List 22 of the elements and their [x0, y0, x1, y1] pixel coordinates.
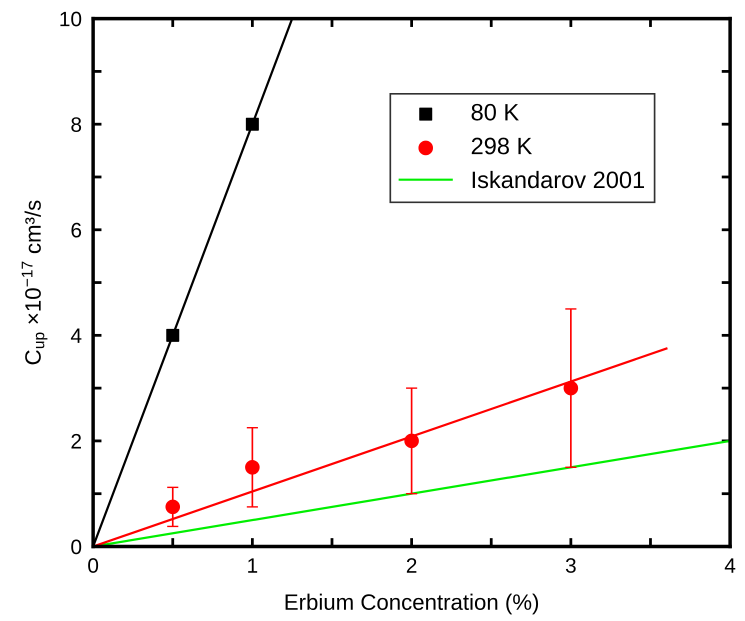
legend-label: Iskandarov 2001 — [472, 170, 644, 188]
point — [564, 380, 578, 396]
x-tick-label: 4 — [724, 558, 736, 573]
point — [246, 118, 259, 131]
y-tick-label: 4 — [70, 328, 82, 343]
point — [245, 460, 260, 475]
x-tick-label: 0 — [88, 558, 98, 573]
x-tick-label: 1 — [248, 558, 258, 573]
y-tick-label: 2 — [71, 434, 81, 448]
x-axis-title: Erbium Concentration (%) — [286, 594, 538, 614]
y-tick-label: 6 — [71, 222, 82, 238]
point — [165, 500, 180, 514]
point — [166, 328, 180, 342]
y-tick-label: 8 — [71, 117, 82, 132]
y-axis-title: C$_{up}$ ×10$^{−17}$ cm³/s — [22, 200, 48, 364]
point — [404, 434, 419, 448]
y-tick-label: 0 — [71, 539, 82, 554]
x-tick-label: 2 — [406, 558, 416, 573]
legend-label: 80 K — [472, 104, 519, 121]
y-tick-label: 10 — [60, 12, 82, 26]
x-tick-label: 3 — [566, 558, 576, 573]
legend-label: 298 K — [472, 138, 532, 154]
